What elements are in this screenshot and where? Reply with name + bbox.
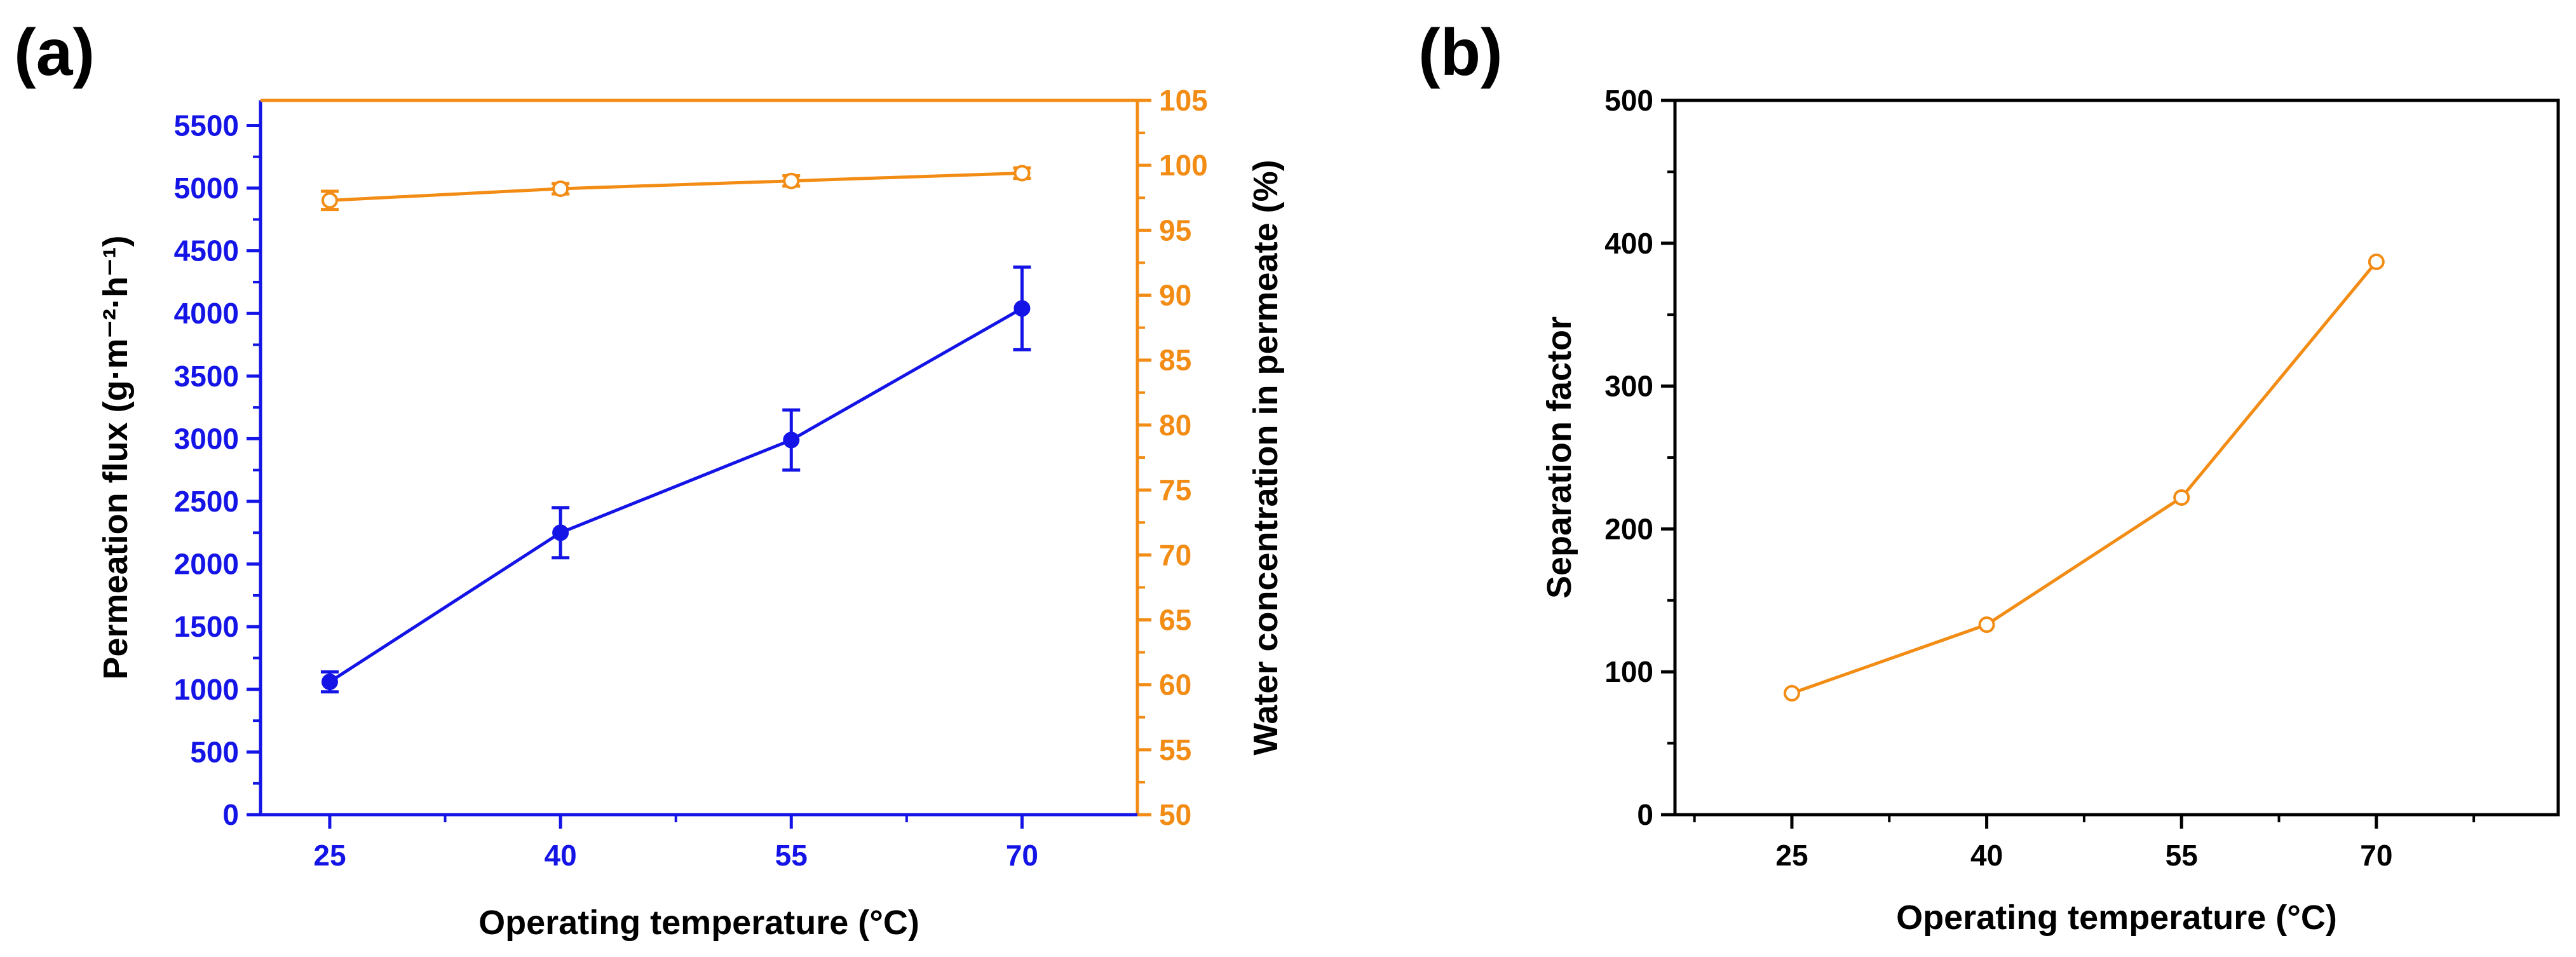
separation-factor-line xyxy=(1791,261,2378,695)
panel-b-y-axis-title: Separation factor xyxy=(1540,316,1578,599)
panel-b-x-ticks: 25 40 55 70 xyxy=(1693,815,2476,872)
flux-point xyxy=(321,673,338,690)
panel-b-series-separation-factor xyxy=(1783,254,2385,702)
panel-a-x-tick-label: 55 xyxy=(775,839,808,872)
water-line xyxy=(329,171,1022,202)
panel-a-right-tick-label: 55 xyxy=(1159,733,1191,766)
panel-a-left-tick-label: 3500 xyxy=(174,360,239,393)
panel-a-right-tick-label: 50 xyxy=(1159,798,1191,831)
panel-a-right-tick-label: 95 xyxy=(1159,214,1191,247)
panel-a-left-tick-label: 0 xyxy=(222,798,239,831)
flux-line xyxy=(329,307,1023,684)
panel-b-plot-frame xyxy=(1673,98,2560,817)
panel-a-right-tick-label: 80 xyxy=(1159,409,1191,442)
separation-factor-point xyxy=(1783,684,1800,702)
panel-a-left-tick-label: 2000 xyxy=(174,548,239,581)
panel-b-x-axis-title: Operating temperature (°C) xyxy=(1896,899,2337,937)
panel-a-x-tick-label: 40 xyxy=(545,839,577,872)
panel-b-y-tick-label: 400 xyxy=(1604,227,1653,260)
flux-point xyxy=(783,431,800,449)
panel-a-right-tick-label: 75 xyxy=(1159,473,1191,506)
panel-a-x-tick-label: 25 xyxy=(313,839,346,872)
separation-factor-point xyxy=(2173,489,2190,506)
panel-b-label: (b) xyxy=(1418,16,1503,90)
water-point xyxy=(552,180,569,197)
panel-a-x-axis-title: Operating temperature (°C) xyxy=(478,904,919,942)
panel-a-left-tick-label: 2500 xyxy=(174,485,239,518)
panel-a-right-tick-label: 65 xyxy=(1159,603,1191,636)
panel-b-x-tick-label: 55 xyxy=(2166,839,2198,872)
panel-a-right-tick-label: 100 xyxy=(1159,149,1208,182)
panel-a-left-tick-label: 5000 xyxy=(174,172,239,205)
panel-a-right-tick-label: 60 xyxy=(1159,669,1191,702)
panel-b-y-tick-label: 100 xyxy=(1604,655,1653,688)
panel-a-left-ticks: 0 500 1000 1500 2000 2500 3000 3500 4000 4500 5000… xyxy=(174,109,261,831)
panel-a-right-tick-label: 70 xyxy=(1159,538,1191,571)
panel-a-left-tick-label: 4500 xyxy=(174,234,239,268)
separation-factor-point xyxy=(1978,616,1995,634)
panel-a-right-ticks: 50 55 60 65 70 75 80 85 90 95 100 105 xyxy=(1137,84,1208,831)
panel-a-right-tick-label: 85 xyxy=(1159,344,1191,377)
panel-b-x-tick-label: 70 xyxy=(2360,839,2392,872)
panel-a-left-tick-label: 3000 xyxy=(174,422,239,455)
panel-a-left-tick-label: 1000 xyxy=(174,673,239,706)
water-point xyxy=(1013,165,1031,182)
panel-b-y-ticks: 0 100 200 300 400 500 xyxy=(1604,84,1675,831)
panel-b-x-tick-label: 25 xyxy=(1775,839,1808,872)
flux-point xyxy=(1013,300,1031,317)
panel-b-y-tick-label: 500 xyxy=(1604,84,1653,117)
water-point xyxy=(783,172,800,189)
panel-a-right-tick-label: 90 xyxy=(1159,279,1191,312)
panel-a-label: (a) xyxy=(14,16,95,90)
panel-a: (a) 0 500 1000 1500 2000 2500 3000 3500 4000 4500… xyxy=(14,16,1285,942)
panel-b-x-tick-label: 40 xyxy=(1970,839,2003,872)
panel-a-left-tick-label: 5500 xyxy=(174,109,239,142)
water-point xyxy=(321,192,338,209)
panel-b-y-tick-label: 200 xyxy=(1604,512,1653,545)
panel-a-left-tick-label: 4000 xyxy=(174,297,239,330)
panel-a-x-ticks: 25 40 55 70 xyxy=(313,815,1038,872)
flux-point xyxy=(552,524,569,541)
panel-b-y-tick-label: 0 xyxy=(1637,798,1653,831)
panel-a-left-axis-title: Permeation flux (g·m⁻²·h⁻¹) xyxy=(97,236,135,680)
panel-a-series-water xyxy=(320,165,1031,212)
separation-factor-point xyxy=(2368,254,2385,271)
panel-a-series-flux xyxy=(320,265,1031,694)
panel-a-x-tick-label: 70 xyxy=(1006,839,1038,872)
panel-a-left-tick-label: 500 xyxy=(190,735,239,768)
panel-a-right-axis-title: Water concentration in permeate (%) xyxy=(1247,160,1285,755)
panel-b-y-tick-label: 300 xyxy=(1604,370,1653,403)
panel-a-left-tick-label: 1500 xyxy=(174,610,239,643)
panel-a-right-tick-label: 105 xyxy=(1159,84,1208,117)
panel-b: (b) 0 100 200 300 400 500 25 40 55 70 Operating … xyxy=(1418,16,2560,937)
